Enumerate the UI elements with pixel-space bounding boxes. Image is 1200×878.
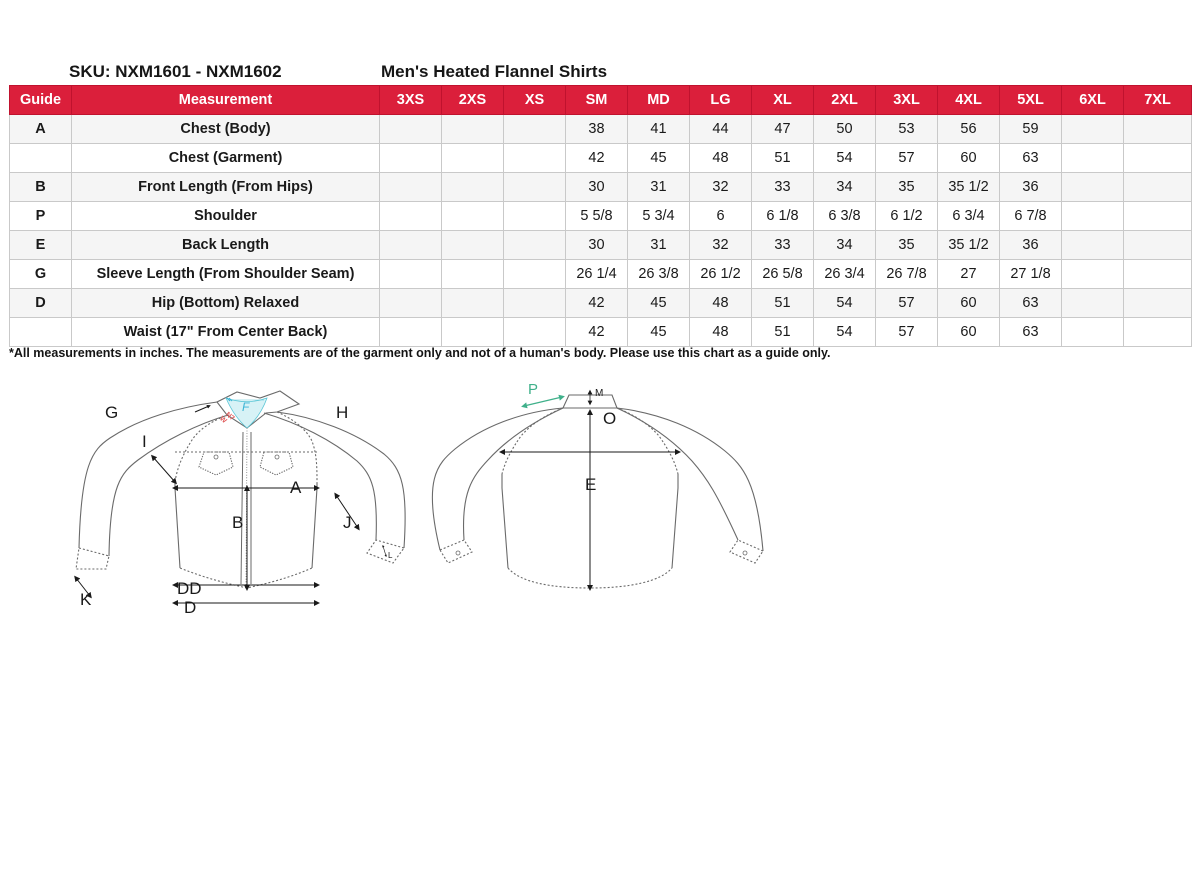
svg-text:E: E <box>585 475 596 494</box>
svg-text:M: M <box>595 388 603 399</box>
svg-text:H: H <box>336 403 348 422</box>
svg-text:B: B <box>232 513 243 532</box>
svg-text:K: K <box>80 590 92 609</box>
svg-text:G: G <box>105 403 118 422</box>
svg-text:DD: DD <box>177 579 202 598</box>
svg-text:O: O <box>603 409 616 428</box>
svg-text:F: F <box>242 400 250 414</box>
svg-text:I: I <box>142 432 147 451</box>
svg-text:L: L <box>388 551 393 560</box>
svg-text:P: P <box>528 381 538 398</box>
svg-text:D: D <box>184 598 196 617</box>
